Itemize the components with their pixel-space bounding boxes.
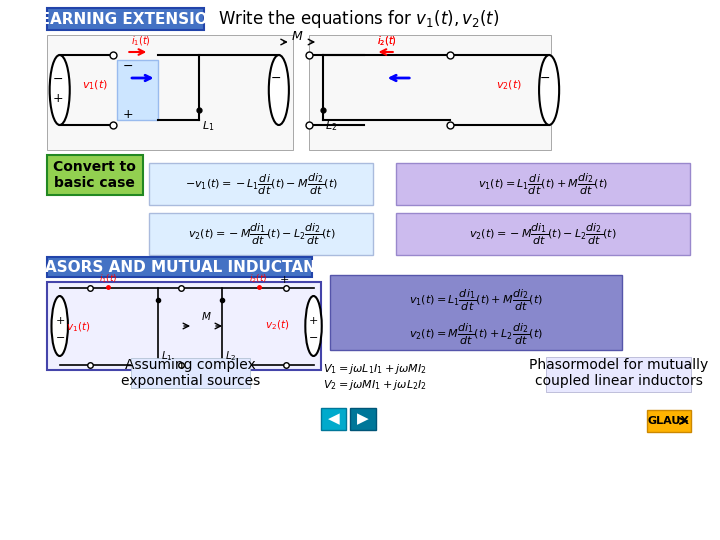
Ellipse shape <box>50 55 70 125</box>
Ellipse shape <box>52 296 68 356</box>
Ellipse shape <box>539 55 559 125</box>
Text: $i_2(t)$: $i_2(t)$ <box>250 273 268 285</box>
FancyBboxPatch shape <box>396 163 690 205</box>
Text: Write the equations for $v_1(t), v_2(t)$: Write the equations for $v_1(t), v_2(t)$ <box>217 8 499 30</box>
Text: $+$: $+$ <box>279 274 289 285</box>
Ellipse shape <box>269 55 289 125</box>
Text: $v_1(t)=L_1\dfrac{di}{dt}(t)+M\dfrac{di_2}{dt}(t)$: $v_1(t)=L_1\dfrac{di}{dt}(t)+M\dfrac{di_… <box>477 171 608 197</box>
Text: $L_2$: $L_2$ <box>225 349 237 363</box>
Text: $M$: $M$ <box>291 30 303 44</box>
Text: $M$: $M$ <box>202 310 212 322</box>
Text: $-$: $-$ <box>53 71 63 84</box>
Text: $-$: $-$ <box>55 331 65 341</box>
Text: $+$: $+$ <box>55 314 65 326</box>
FancyBboxPatch shape <box>149 163 373 205</box>
FancyBboxPatch shape <box>47 8 204 30</box>
FancyBboxPatch shape <box>47 257 312 277</box>
Text: ◀: ◀ <box>328 411 340 427</box>
Text: $v_2(t)$: $v_2(t)$ <box>265 318 289 332</box>
FancyBboxPatch shape <box>149 213 373 255</box>
Text: $v_2(t)$: $v_2(t)$ <box>496 78 522 92</box>
Text: GLAUX: GLAUX <box>648 416 690 426</box>
Text: $v_2(t)=M\dfrac{di_1}{dt}(t)+L_2\dfrac{di_2}{dt}(t)$: $v_2(t)=M\dfrac{di_1}{dt}(t)+L_2\dfrac{d… <box>409 321 543 347</box>
Text: $i_1(t)$: $i_1(t)$ <box>99 273 117 285</box>
Text: $v_1(t)$: $v_1(t)$ <box>66 320 90 334</box>
Text: $L_2$: $L_2$ <box>325 119 338 133</box>
FancyBboxPatch shape <box>131 358 250 388</box>
Text: $v_2(t)=-M\dfrac{di_1}{dt}(t)-L_2\dfrac{di_2}{dt}(t)$: $v_2(t)=-M\dfrac{di_1}{dt}(t)-L_2\dfrac{… <box>188 221 336 247</box>
Text: $V_2 = j\omega M I_1 + j\omega L_2 I_2$: $V_2 = j\omega M I_1 + j\omega L_2 I_2$ <box>323 378 427 392</box>
FancyBboxPatch shape <box>350 408 376 430</box>
Text: PHASORS AND MUTUAL INDUCTANCE: PHASORS AND MUTUAL INDUCTANCE <box>21 260 338 274</box>
Text: $v_1(t)$: $v_1(t)$ <box>82 78 108 92</box>
Text: $-$: $-$ <box>269 71 281 84</box>
FancyBboxPatch shape <box>117 60 158 120</box>
Ellipse shape <box>305 296 322 356</box>
Text: Phasormodel for mutually
coupled linear inductors: Phasormodel for mutually coupled linear … <box>529 358 708 388</box>
Text: Assuming complex
exponential sources: Assuming complex exponential sources <box>121 358 260 388</box>
FancyBboxPatch shape <box>546 357 690 392</box>
FancyBboxPatch shape <box>321 408 346 430</box>
Text: $L_1$: $L_1$ <box>161 349 173 363</box>
Text: $-$: $-$ <box>539 71 550 84</box>
Text: $-$: $-$ <box>308 331 318 341</box>
Text: $i_2(t)$: $i_2(t)$ <box>377 35 397 48</box>
Text: $i_1(t)$: $i_1(t)$ <box>131 35 150 48</box>
Text: LEARNING EXTENSION: LEARNING EXTENSION <box>30 11 221 26</box>
Text: Convert to
basic case: Convert to basic case <box>53 160 136 190</box>
FancyBboxPatch shape <box>396 213 690 255</box>
FancyBboxPatch shape <box>647 410 690 432</box>
FancyBboxPatch shape <box>330 275 622 350</box>
Text: $v_2(t)=-M\dfrac{di_1}{dt}(t)-L_2\dfrac{di_2}{dt}(t)$: $v_2(t)=-M\dfrac{di_1}{dt}(t)-L_2\dfrac{… <box>469 221 616 247</box>
Text: ▶: ▶ <box>357 411 369 427</box>
Text: $v_1(t)=L_1\dfrac{di_1}{dt}(t)+M\dfrac{di_2}{dt}(t)$: $v_1(t)=L_1\dfrac{di_1}{dt}(t)+M\dfrac{d… <box>409 287 543 313</box>
Text: $i_2(t)$: $i_2(t)$ <box>377 35 397 48</box>
Text: $+$: $+$ <box>308 314 319 326</box>
Text: $V_1 = j\omega L_1 I_1 + j\omega M I_2$: $V_1 = j\omega L_1 I_1 + j\omega M I_2$ <box>323 362 427 376</box>
Text: $-v_1(t)=-L_1\dfrac{di}{dt}(t)-M\dfrac{di_2}{dt}(t)$: $-v_1(t)=-L_1\dfrac{di}{dt}(t)-M\dfrac{d… <box>185 171 338 197</box>
FancyBboxPatch shape <box>47 35 294 150</box>
FancyBboxPatch shape <box>309 35 551 150</box>
Text: $+$: $+$ <box>122 109 133 122</box>
Text: $L_1$: $L_1$ <box>202 119 215 133</box>
Text: $+$: $+$ <box>53 91 63 105</box>
Text: $-$: $-$ <box>122 58 133 71</box>
FancyBboxPatch shape <box>47 155 143 195</box>
FancyBboxPatch shape <box>47 282 321 370</box>
